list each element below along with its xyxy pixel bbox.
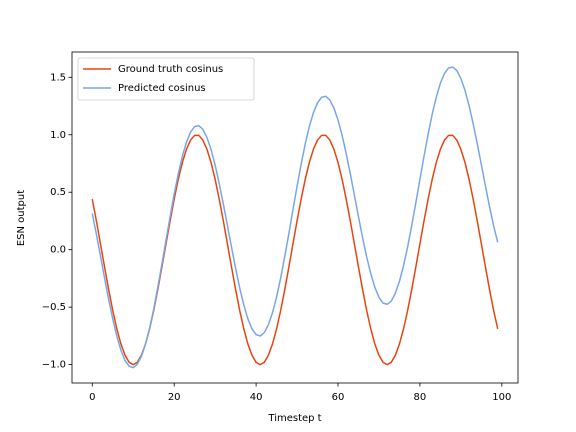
y-tick-label: −1.0 [42, 360, 66, 371]
x-axis-label: Timestep t [267, 413, 321, 424]
y-tick-label: 0.5 [50, 187, 66, 198]
plot-frame [71, 51, 519, 384]
y-tick-label: 1.0 [50, 130, 66, 141]
x-tick-label: 0 [89, 392, 95, 403]
y-tick-label: −0.5 [42, 302, 66, 313]
legend: Ground truth cosinus Predicted cosinus [77, 57, 255, 101]
x-tick-label: 20 [168, 392, 181, 403]
y-axis-label: ESN output [16, 190, 27, 246]
x-tick-label: 60 [332, 392, 345, 403]
x-tick-label: 40 [250, 392, 263, 403]
series-line [91, 66, 499, 369]
x-tick-label: 80 [414, 392, 427, 403]
legend-label: Ground truth cosinus [118, 64, 223, 75]
y-tick-label: 1.5 [50, 72, 66, 83]
legend-label: Predicted cosinus [118, 83, 206, 94]
legend-box [77, 57, 255, 101]
x-tick-label: 100 [492, 392, 511, 403]
y-tick-label: 0.0 [50, 245, 66, 256]
